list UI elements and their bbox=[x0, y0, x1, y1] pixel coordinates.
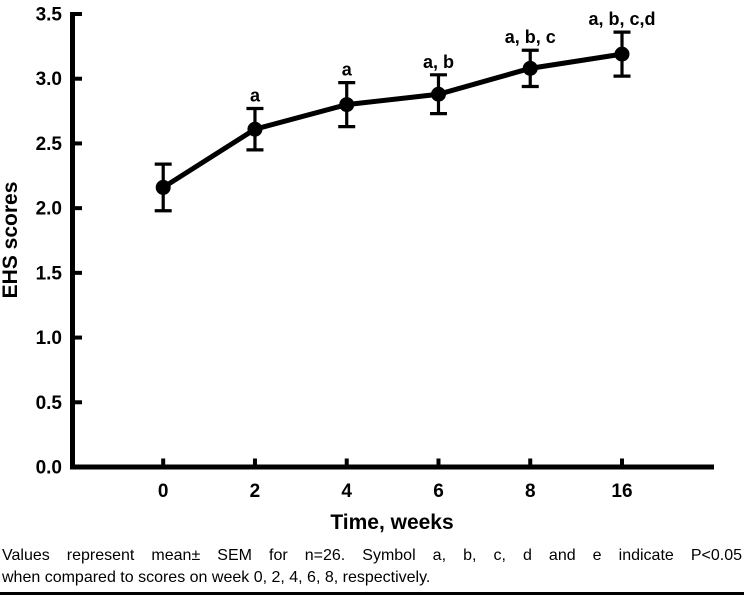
y-tick-label: 2.0 bbox=[36, 199, 62, 220]
significance-label: a bbox=[342, 60, 353, 80]
x-tick-label: 16 bbox=[611, 481, 632, 502]
data-point bbox=[155, 179, 171, 195]
data-point bbox=[339, 97, 355, 113]
data-point bbox=[614, 46, 630, 62]
y-tick-label: 1.5 bbox=[36, 263, 63, 284]
y-tick-label: 3.5 bbox=[36, 4, 63, 25]
bottom-rule bbox=[0, 592, 744, 595]
y-tick-label: 3.0 bbox=[36, 69, 62, 90]
y-tick-label: 0.5 bbox=[36, 393, 63, 414]
x-tick-label: 0 bbox=[158, 481, 169, 502]
data-point bbox=[247, 121, 263, 137]
y-tick bbox=[75, 206, 82, 211]
x-tick-label: 2 bbox=[250, 481, 261, 502]
x-axis-title: Time, weeks bbox=[330, 511, 453, 534]
data-point bbox=[430, 86, 446, 102]
y-tick bbox=[75, 335, 82, 340]
y-tick bbox=[75, 400, 82, 405]
figure-caption: Values represent mean± SEM for n=26. Sym… bbox=[2, 545, 742, 589]
x-tick bbox=[436, 458, 441, 465]
significance-label: a, b bbox=[423, 52, 454, 72]
x-tick-label: 4 bbox=[341, 481, 352, 502]
x-tick bbox=[161, 458, 166, 465]
x-tick bbox=[344, 458, 349, 465]
y-axis-title: EHS scores bbox=[0, 182, 22, 299]
x-tick bbox=[252, 458, 257, 465]
x-axis-line bbox=[70, 464, 714, 470]
x-tick-label: 8 bbox=[525, 481, 536, 502]
y-tick bbox=[75, 76, 82, 81]
y-tick-label: 2.5 bbox=[36, 134, 63, 155]
y-tick bbox=[75, 11, 82, 16]
significance-label: a, b, c bbox=[505, 27, 556, 47]
caption-line-2: when compared to scores on week 0, 2, 4,… bbox=[2, 569, 431, 586]
caption-line-1: Values represent mean± SEM for n=26. Sym… bbox=[2, 547, 742, 564]
x-tick-label: 6 bbox=[433, 481, 444, 502]
data-line bbox=[161, 51, 623, 190]
y-axis-line bbox=[70, 12, 75, 470]
ehs-line-chart: 0.0 0.5 1.0 1.5 2.0 2.5 3.0 3.5 0 2 4 6 8 16 a a a, b a, … bbox=[0, 4, 714, 534]
significance-label: a bbox=[250, 85, 261, 105]
y-tick-label: 0.0 bbox=[36, 458, 62, 479]
y-tick bbox=[75, 270, 82, 275]
x-tick bbox=[528, 458, 533, 465]
y-tick bbox=[75, 465, 82, 469]
significance-label: a, b, c,d bbox=[588, 9, 655, 29]
x-tick bbox=[620, 458, 624, 465]
y-tick-label: 1.0 bbox=[36, 328, 62, 349]
y-tick bbox=[75, 141, 82, 146]
data-point bbox=[522, 60, 538, 76]
